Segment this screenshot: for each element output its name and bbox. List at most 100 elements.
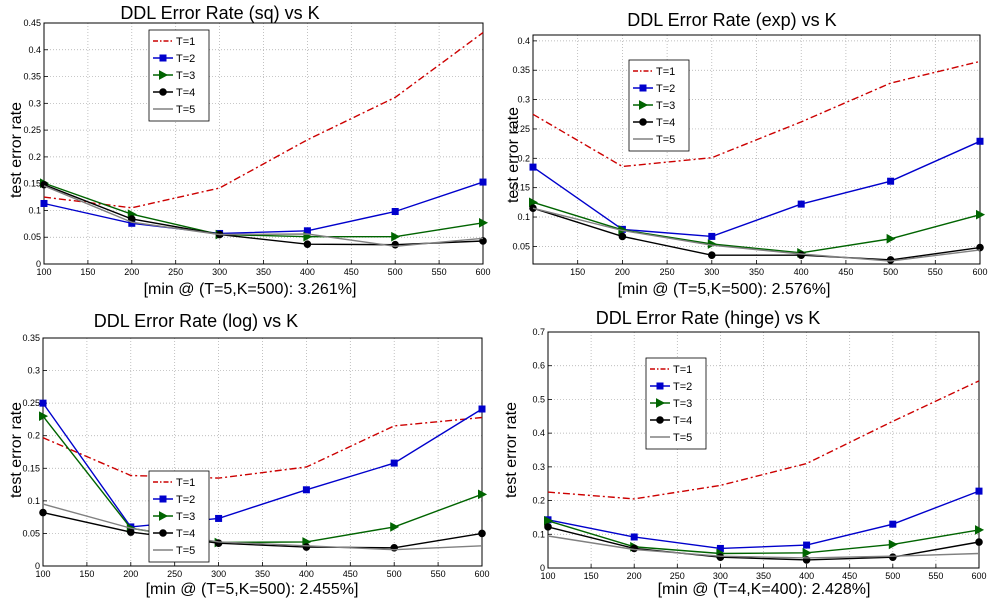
data-point [390, 459, 398, 467]
legend-label: T=3 [656, 100, 675, 112]
x-tick-label: 600 [972, 267, 987, 277]
data-point [544, 523, 552, 531]
data-point [886, 256, 895, 264]
x-tick-label: 150 [584, 571, 599, 581]
series-line [532, 201, 981, 254]
x-tick-label: 200 [615, 267, 630, 277]
data-point [391, 231, 401, 242]
data-point [479, 178, 487, 186]
legend-marker [656, 398, 666, 408]
legend-label: T=3 [176, 70, 195, 82]
legend-label: T=1 [656, 66, 675, 78]
series-line [547, 490, 980, 550]
data-point [39, 399, 47, 407]
x-tick-label: 100 [35, 569, 50, 579]
y-axis-label: test error rate [8, 402, 25, 498]
legend-label: T=5 [656, 134, 675, 146]
legend-marker [639, 100, 649, 110]
series-T=5 [42, 503, 483, 551]
data-point [630, 533, 638, 541]
data-point [40, 199, 48, 207]
legend-label: T=2 [673, 381, 692, 393]
series-T=1 [42, 416, 483, 479]
data-point [708, 251, 716, 259]
data-point [478, 489, 488, 500]
y-tick-label: 0.1 [517, 212, 530, 222]
x-tick-label: 250 [167, 569, 182, 579]
legend-marker [639, 118, 647, 126]
data-point [303, 240, 312, 248]
chart-panel-sq: 100 150 200 250 300 350 400 450 500 550 600 0 0.05 0.… [0, 0, 494, 300]
legend-label: T=4 [176, 87, 195, 99]
y-axis-label: test error rate [505, 107, 522, 203]
x-tick-label: 100 [540, 571, 555, 581]
chart-exp: 150 200 250 300 350 400 450 500 550 600 0.05 0.1 0.1… [505, 10, 988, 298]
series-line [547, 520, 980, 555]
legend-label: T=5 [176, 104, 195, 116]
y-tick-label: 0.35 [22, 333, 40, 343]
x-tick-label: 250 [660, 267, 675, 277]
y-tick-label: 0.05 [23, 232, 41, 242]
y-tick-label: 0.1 [28, 205, 41, 215]
legend-label: T=4 [656, 117, 675, 129]
x-tick-label: 200 [627, 571, 642, 581]
data-point [889, 553, 897, 562]
series-line [43, 184, 484, 246]
x-tick-label: 450 [344, 267, 359, 277]
data-point [479, 217, 489, 228]
legend-marker [159, 70, 169, 80]
x-tick-label: 600 [971, 571, 986, 581]
legend-marker [656, 382, 664, 390]
x-tick-label: 300 [211, 569, 226, 579]
series-line [43, 185, 484, 248]
series-line [42, 415, 483, 544]
data-point [975, 525, 985, 535]
x-tick-label: 300 [704, 267, 719, 277]
series-T=3 [544, 515, 985, 559]
x-tick-label: 400 [299, 569, 314, 579]
x-tick-label: 150 [79, 569, 94, 579]
legend-label: T=2 [176, 53, 195, 65]
legend-label: T=2 [656, 83, 675, 95]
data-point [529, 163, 537, 171]
data-point [478, 405, 486, 413]
y-tick-label: 0.6 [532, 361, 545, 371]
y-tick-label: 0.35 [23, 72, 41, 82]
legend-marker [159, 54, 167, 62]
legend: T=1 T=2 T=3 T=4 T=5 [645, 357, 707, 450]
series-T=5 [547, 535, 980, 559]
y-tick-label: 0.4 [28, 45, 41, 55]
y-tick-label: 0.05 [22, 528, 40, 538]
y-tick-label: 0.15 [512, 183, 530, 193]
series-line [532, 140, 981, 238]
x-tick-label: 500 [885, 571, 900, 581]
y-tick-label: 0.7 [532, 327, 545, 337]
y-tick-label: 0.45 [23, 18, 41, 28]
y-tick-label: 0.35 [512, 65, 530, 75]
data-point [888, 539, 898, 550]
chart-log: 100 150 200 250 300 350 400 450 500 550 600 0 0.05 0.… [8, 311, 490, 598]
y-tick-label: 0.2 [27, 431, 40, 441]
x-tick-label: 350 [255, 569, 270, 579]
x-axis-label: [min @ (T=5,K=500): 3.261%] [144, 281, 357, 298]
chart-title: DDL Error Rate (hinge) vs K [596, 308, 820, 328]
x-tick-label: 400 [794, 267, 809, 277]
data-point [39, 411, 49, 422]
x-tick-label: 150 [570, 267, 585, 277]
data-point [391, 208, 399, 216]
legend-label: T=1 [176, 36, 195, 48]
y-axis-label: test error rate [503, 402, 520, 498]
series-line [547, 526, 980, 561]
legend-label: T=3 [176, 511, 195, 523]
x-tick-label: 500 [387, 569, 402, 579]
data-point [529, 197, 539, 208]
x-tick-label: 350 [256, 267, 271, 277]
series-T=5 [532, 207, 981, 262]
y-tick-label: 0 [35, 561, 40, 571]
y-tick-label: 0.4 [517, 36, 530, 46]
chart-title: DDL Error Rate (sq) vs K [120, 3, 319, 23]
series-line [43, 32, 484, 209]
x-tick-label: 500 [388, 267, 403, 277]
y-tick-label: 0 [36, 259, 41, 269]
x-tick-label: 150 [80, 267, 95, 277]
